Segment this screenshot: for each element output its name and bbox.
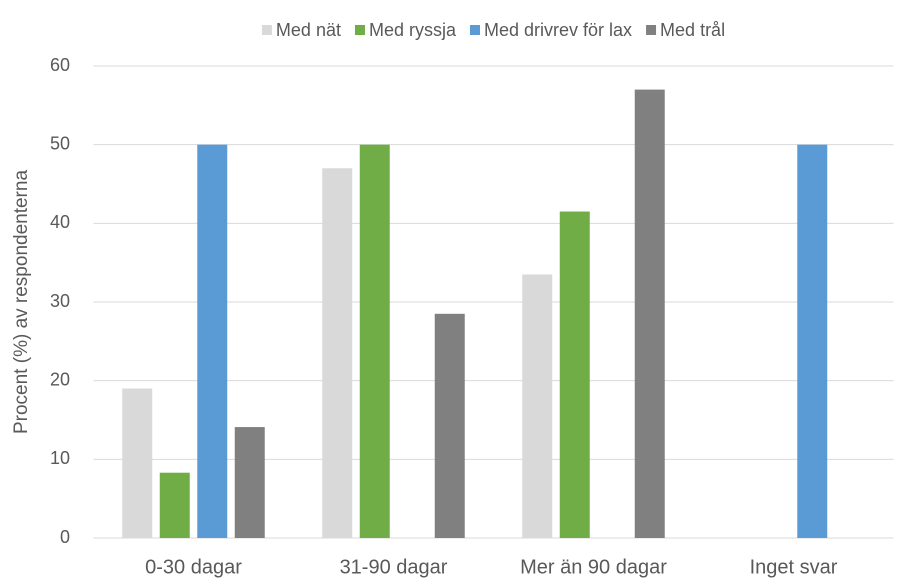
bar: [434, 313, 465, 538]
legend-label: Med drivrev för lax: [484, 20, 632, 40]
y-tick-label: 10: [50, 448, 70, 468]
y-tick-label: 30: [50, 291, 70, 311]
legend-label: Med trål: [660, 20, 725, 40]
bar: [322, 168, 353, 538]
x-tick-label: Inget svar: [750, 556, 838, 578]
y-tick-label: 40: [50, 212, 70, 232]
bar: [522, 274, 553, 538]
y-tick-label: 20: [50, 369, 70, 389]
bar: [122, 388, 153, 538]
bar: [559, 211, 590, 539]
x-tick-label: 0-30 dagar: [145, 556, 242, 578]
bar: [797, 144, 828, 538]
y-axis-label: Procent (%) av respondenterna: [11, 170, 32, 434]
y-tick-label: 50: [50, 133, 70, 153]
legend-label: Med ryssja: [369, 20, 457, 40]
y-tick-label: 0: [60, 527, 70, 547]
bar: [359, 144, 390, 538]
legend-swatch: [354, 25, 365, 35]
bar: [197, 144, 228, 538]
legend-swatch: [470, 25, 480, 35]
bar: [159, 472, 190, 538]
legend-label: Med nät: [276, 20, 341, 40]
bar: [234, 427, 265, 538]
legend-swatch: [261, 25, 272, 35]
y-tick-label: 60: [50, 55, 70, 75]
x-tick-label: 31-90 dagar: [340, 556, 448, 578]
x-tick-label: Mer än 90 dagar: [520, 556, 667, 578]
legend: Med nät Med ryssja Med drivrev för lax Med …: [261, 20, 725, 40]
bar: [634, 89, 665, 538]
legend-swatch: [646, 25, 657, 35]
